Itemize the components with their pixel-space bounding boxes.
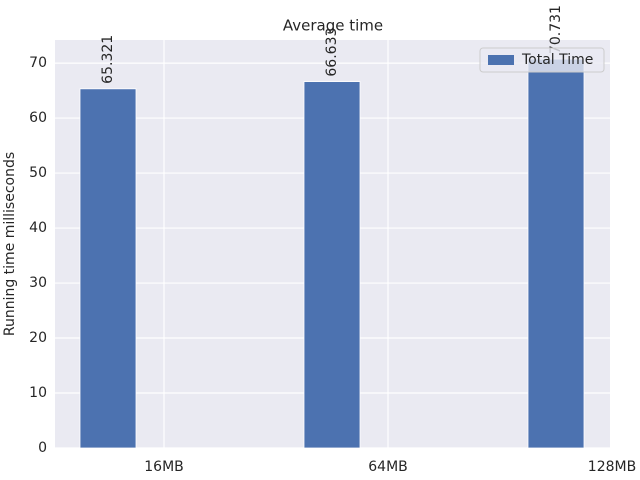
value-label: 65.321 bbox=[100, 35, 116, 84]
bar bbox=[527, 58, 585, 449]
y-tick-label: 0 bbox=[38, 440, 47, 456]
value-label: 70.731 bbox=[548, 5, 564, 54]
y-tick-label: 20 bbox=[29, 330, 47, 346]
x-tick-label: 64MB bbox=[368, 459, 408, 475]
bar bbox=[79, 88, 137, 449]
x-tick-label: 16MB bbox=[144, 459, 184, 475]
chart-title: Average time bbox=[283, 17, 383, 35]
y-tick-label: 50 bbox=[29, 165, 47, 181]
value-label: 66.633 bbox=[324, 28, 340, 77]
y-tick-label: 70 bbox=[29, 55, 47, 71]
y-axis-label: Running time milliseconds bbox=[2, 152, 18, 336]
y-tick-label: 60 bbox=[29, 110, 47, 126]
legend-label: Total Time bbox=[521, 52, 593, 68]
y-tick-label: 40 bbox=[29, 220, 47, 236]
legend-box bbox=[479, 47, 605, 73]
y-tick-label: 10 bbox=[29, 385, 47, 401]
x-tick-label: 128MB bbox=[588, 459, 636, 475]
bar bbox=[303, 81, 361, 449]
y-tick-label: 30 bbox=[29, 275, 47, 291]
legend-swatch bbox=[488, 55, 514, 65]
